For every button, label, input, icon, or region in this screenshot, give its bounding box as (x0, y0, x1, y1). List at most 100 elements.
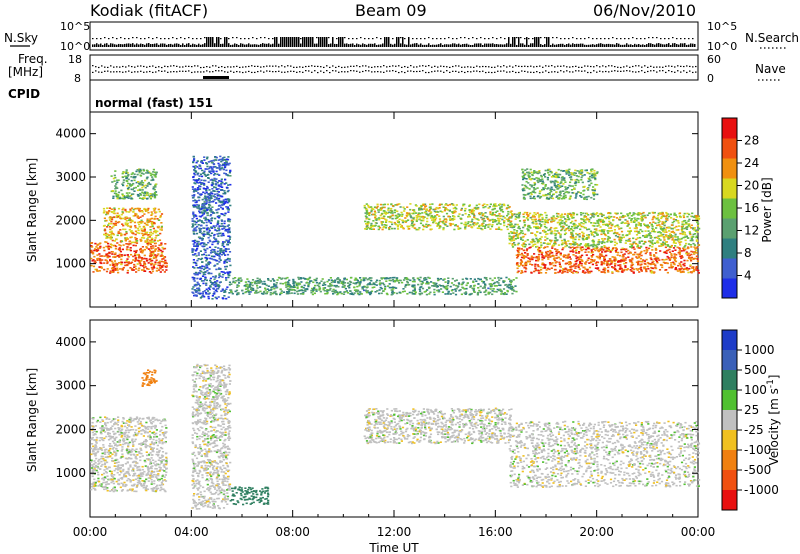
nave-dot (332, 65, 334, 67)
data-cell (111, 181, 114, 183)
nave-dot (632, 65, 634, 68)
data-cell (484, 205, 487, 208)
data-cell (210, 255, 214, 258)
data-cell (245, 285, 248, 288)
data-cell (692, 251, 695, 253)
nsky-bar (372, 43, 374, 47)
data-cell (217, 285, 220, 287)
data-cell (197, 204, 200, 207)
data-cell (372, 220, 375, 222)
data-cell (334, 279, 337, 282)
data-cell (196, 172, 199, 175)
data-cell (118, 221, 121, 223)
data-cell (359, 281, 362, 284)
data-cell (123, 254, 126, 256)
data-cell (617, 264, 620, 267)
nsky-bar (286, 37, 288, 47)
data-cell (526, 260, 529, 262)
data-cell (208, 221, 211, 223)
freq-dot (134, 71, 136, 73)
data-cell (125, 260, 128, 262)
data-cell (208, 199, 211, 202)
data-cell (219, 195, 222, 198)
data-cell (125, 172, 128, 175)
data-cell (333, 281, 336, 283)
data-cell (214, 246, 217, 248)
data-cell (273, 284, 276, 287)
data-cell (224, 268, 227, 270)
data-cell (366, 225, 369, 227)
data-cell (565, 268, 568, 271)
freq-dot (437, 70, 439, 72)
data-cell (411, 220, 414, 223)
freq-dot (269, 70, 271, 72)
data-cell (109, 238, 112, 240)
data-cell (600, 263, 603, 266)
data-cell (408, 283, 411, 286)
data-cell (213, 293, 216, 295)
data-cell (476, 222, 479, 224)
data-cell (455, 284, 458, 287)
data-cell (107, 252, 110, 255)
nsky-bar (290, 37, 292, 47)
data-cell (549, 252, 552, 254)
nsearch-dot (616, 38, 618, 40)
data-cell (582, 248, 585, 251)
data-cell (643, 260, 646, 262)
data-cell (200, 183, 203, 185)
data-cell (92, 271, 95, 273)
data-cell (621, 269, 624, 271)
data-cell (624, 265, 627, 267)
data-cell (198, 211, 201, 214)
data-cell (149, 218, 152, 220)
data-cell (125, 238, 128, 241)
data-cell (203, 248, 206, 251)
data-cell (538, 247, 541, 250)
freq-dot (362, 70, 364, 73)
data-cell (695, 267, 698, 269)
data-cell (496, 281, 499, 283)
data-cell (114, 269, 117, 271)
data-cell (152, 264, 156, 266)
data-cell (697, 269, 700, 272)
freq-dot (338, 71, 340, 73)
data-cell (114, 264, 117, 267)
data-cell (215, 297, 218, 300)
data-cell (452, 211, 455, 214)
data-cell (93, 249, 96, 252)
data-cell (226, 158, 230, 161)
data-cell (201, 162, 204, 164)
data-cell (293, 292, 296, 295)
data-cell (549, 263, 552, 266)
data-cell (194, 283, 197, 286)
data-cell (620, 251, 623, 254)
data-cell (138, 182, 141, 185)
data-cell (365, 286, 368, 289)
data-cell (202, 191, 205, 194)
data-cell (197, 258, 200, 260)
nave-dot (446, 66, 448, 68)
nsearch-dot (132, 37, 134, 39)
data-cell (110, 233, 113, 236)
data-cell (645, 269, 648, 272)
freq-dot (230, 70, 232, 72)
nave-dot (113, 66, 115, 68)
data-cell (150, 179, 153, 182)
data-cell (221, 289, 224, 292)
data-cell (199, 243, 202, 246)
nsky-bar (276, 37, 278, 47)
nsky-bar (628, 44, 630, 47)
data-cell (160, 260, 163, 263)
data-cell (151, 241, 154, 243)
data-cell (204, 273, 207, 276)
data-cell (282, 291, 286, 293)
data-cell (541, 263, 544, 266)
data-cell (264, 287, 267, 290)
nsky-bar (380, 44, 382, 47)
nave-dot (143, 65, 145, 68)
data-cell (339, 280, 342, 282)
data-cell (421, 224, 425, 227)
data-cell (220, 180, 223, 182)
data-cell (355, 290, 358, 293)
data-cell (204, 192, 207, 195)
